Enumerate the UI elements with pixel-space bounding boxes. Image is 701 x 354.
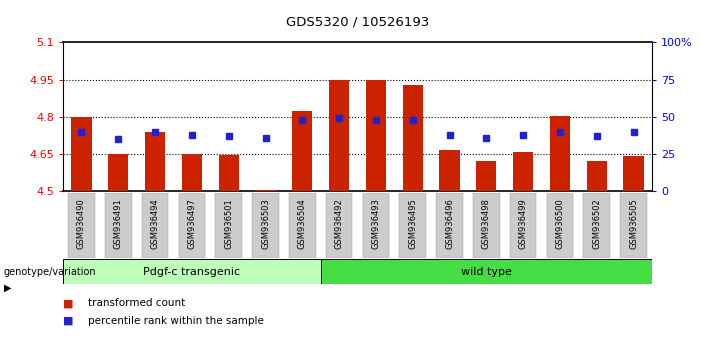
- Bar: [513, 152, 533, 191]
- Bar: [255, 190, 275, 191]
- Text: GSM936499: GSM936499: [519, 198, 528, 249]
- Text: ■: ■: [63, 316, 74, 326]
- Bar: [476, 161, 496, 191]
- Bar: [623, 156, 644, 191]
- FancyBboxPatch shape: [362, 193, 389, 258]
- FancyBboxPatch shape: [473, 193, 500, 258]
- Text: GSM936490: GSM936490: [77, 198, 86, 249]
- Text: ■: ■: [63, 298, 74, 308]
- FancyBboxPatch shape: [289, 193, 315, 258]
- Text: GSM936501: GSM936501: [224, 198, 233, 249]
- Text: GSM936498: GSM936498: [482, 198, 491, 249]
- Text: percentile rank within the sample: percentile rank within the sample: [88, 316, 264, 326]
- Text: wild type: wild type: [461, 267, 512, 276]
- FancyBboxPatch shape: [320, 259, 652, 284]
- FancyBboxPatch shape: [215, 193, 242, 258]
- Text: GSM936496: GSM936496: [445, 198, 454, 249]
- Text: GSM936491: GSM936491: [114, 198, 123, 249]
- FancyBboxPatch shape: [326, 193, 353, 258]
- Text: GSM936505: GSM936505: [629, 198, 638, 249]
- Text: GSM936494: GSM936494: [151, 198, 160, 249]
- FancyBboxPatch shape: [179, 193, 205, 258]
- Text: GSM936500: GSM936500: [555, 198, 564, 249]
- Bar: [182, 154, 202, 191]
- Text: GSM936492: GSM936492: [334, 198, 343, 249]
- FancyBboxPatch shape: [583, 193, 610, 258]
- FancyBboxPatch shape: [105, 193, 132, 258]
- FancyBboxPatch shape: [68, 193, 95, 258]
- Text: GDS5320 / 10526193: GDS5320 / 10526193: [286, 16, 429, 29]
- Bar: [145, 132, 165, 191]
- FancyBboxPatch shape: [63, 259, 320, 284]
- Text: ▶: ▶: [4, 282, 11, 292]
- FancyBboxPatch shape: [510, 193, 536, 258]
- Text: GSM936503: GSM936503: [261, 198, 270, 249]
- Bar: [329, 80, 349, 191]
- FancyBboxPatch shape: [252, 193, 279, 258]
- Text: transformed count: transformed count: [88, 298, 185, 308]
- Bar: [366, 80, 386, 191]
- Bar: [550, 116, 570, 191]
- FancyBboxPatch shape: [436, 193, 463, 258]
- Bar: [402, 85, 423, 191]
- Bar: [292, 111, 313, 191]
- FancyBboxPatch shape: [547, 193, 573, 258]
- FancyBboxPatch shape: [142, 193, 168, 258]
- Text: genotype/variation: genotype/variation: [4, 267, 96, 276]
- Text: Pdgf-c transgenic: Pdgf-c transgenic: [143, 267, 240, 276]
- FancyBboxPatch shape: [400, 193, 426, 258]
- Bar: [587, 161, 607, 191]
- Bar: [72, 117, 92, 191]
- Bar: [108, 154, 128, 191]
- Text: GSM936502: GSM936502: [592, 198, 601, 249]
- Bar: [440, 150, 460, 191]
- Text: GSM936493: GSM936493: [372, 198, 381, 249]
- FancyBboxPatch shape: [620, 193, 647, 258]
- Bar: [219, 155, 239, 191]
- Text: GSM936495: GSM936495: [408, 198, 417, 249]
- Text: GSM936504: GSM936504: [298, 198, 307, 249]
- Text: GSM936497: GSM936497: [187, 198, 196, 249]
